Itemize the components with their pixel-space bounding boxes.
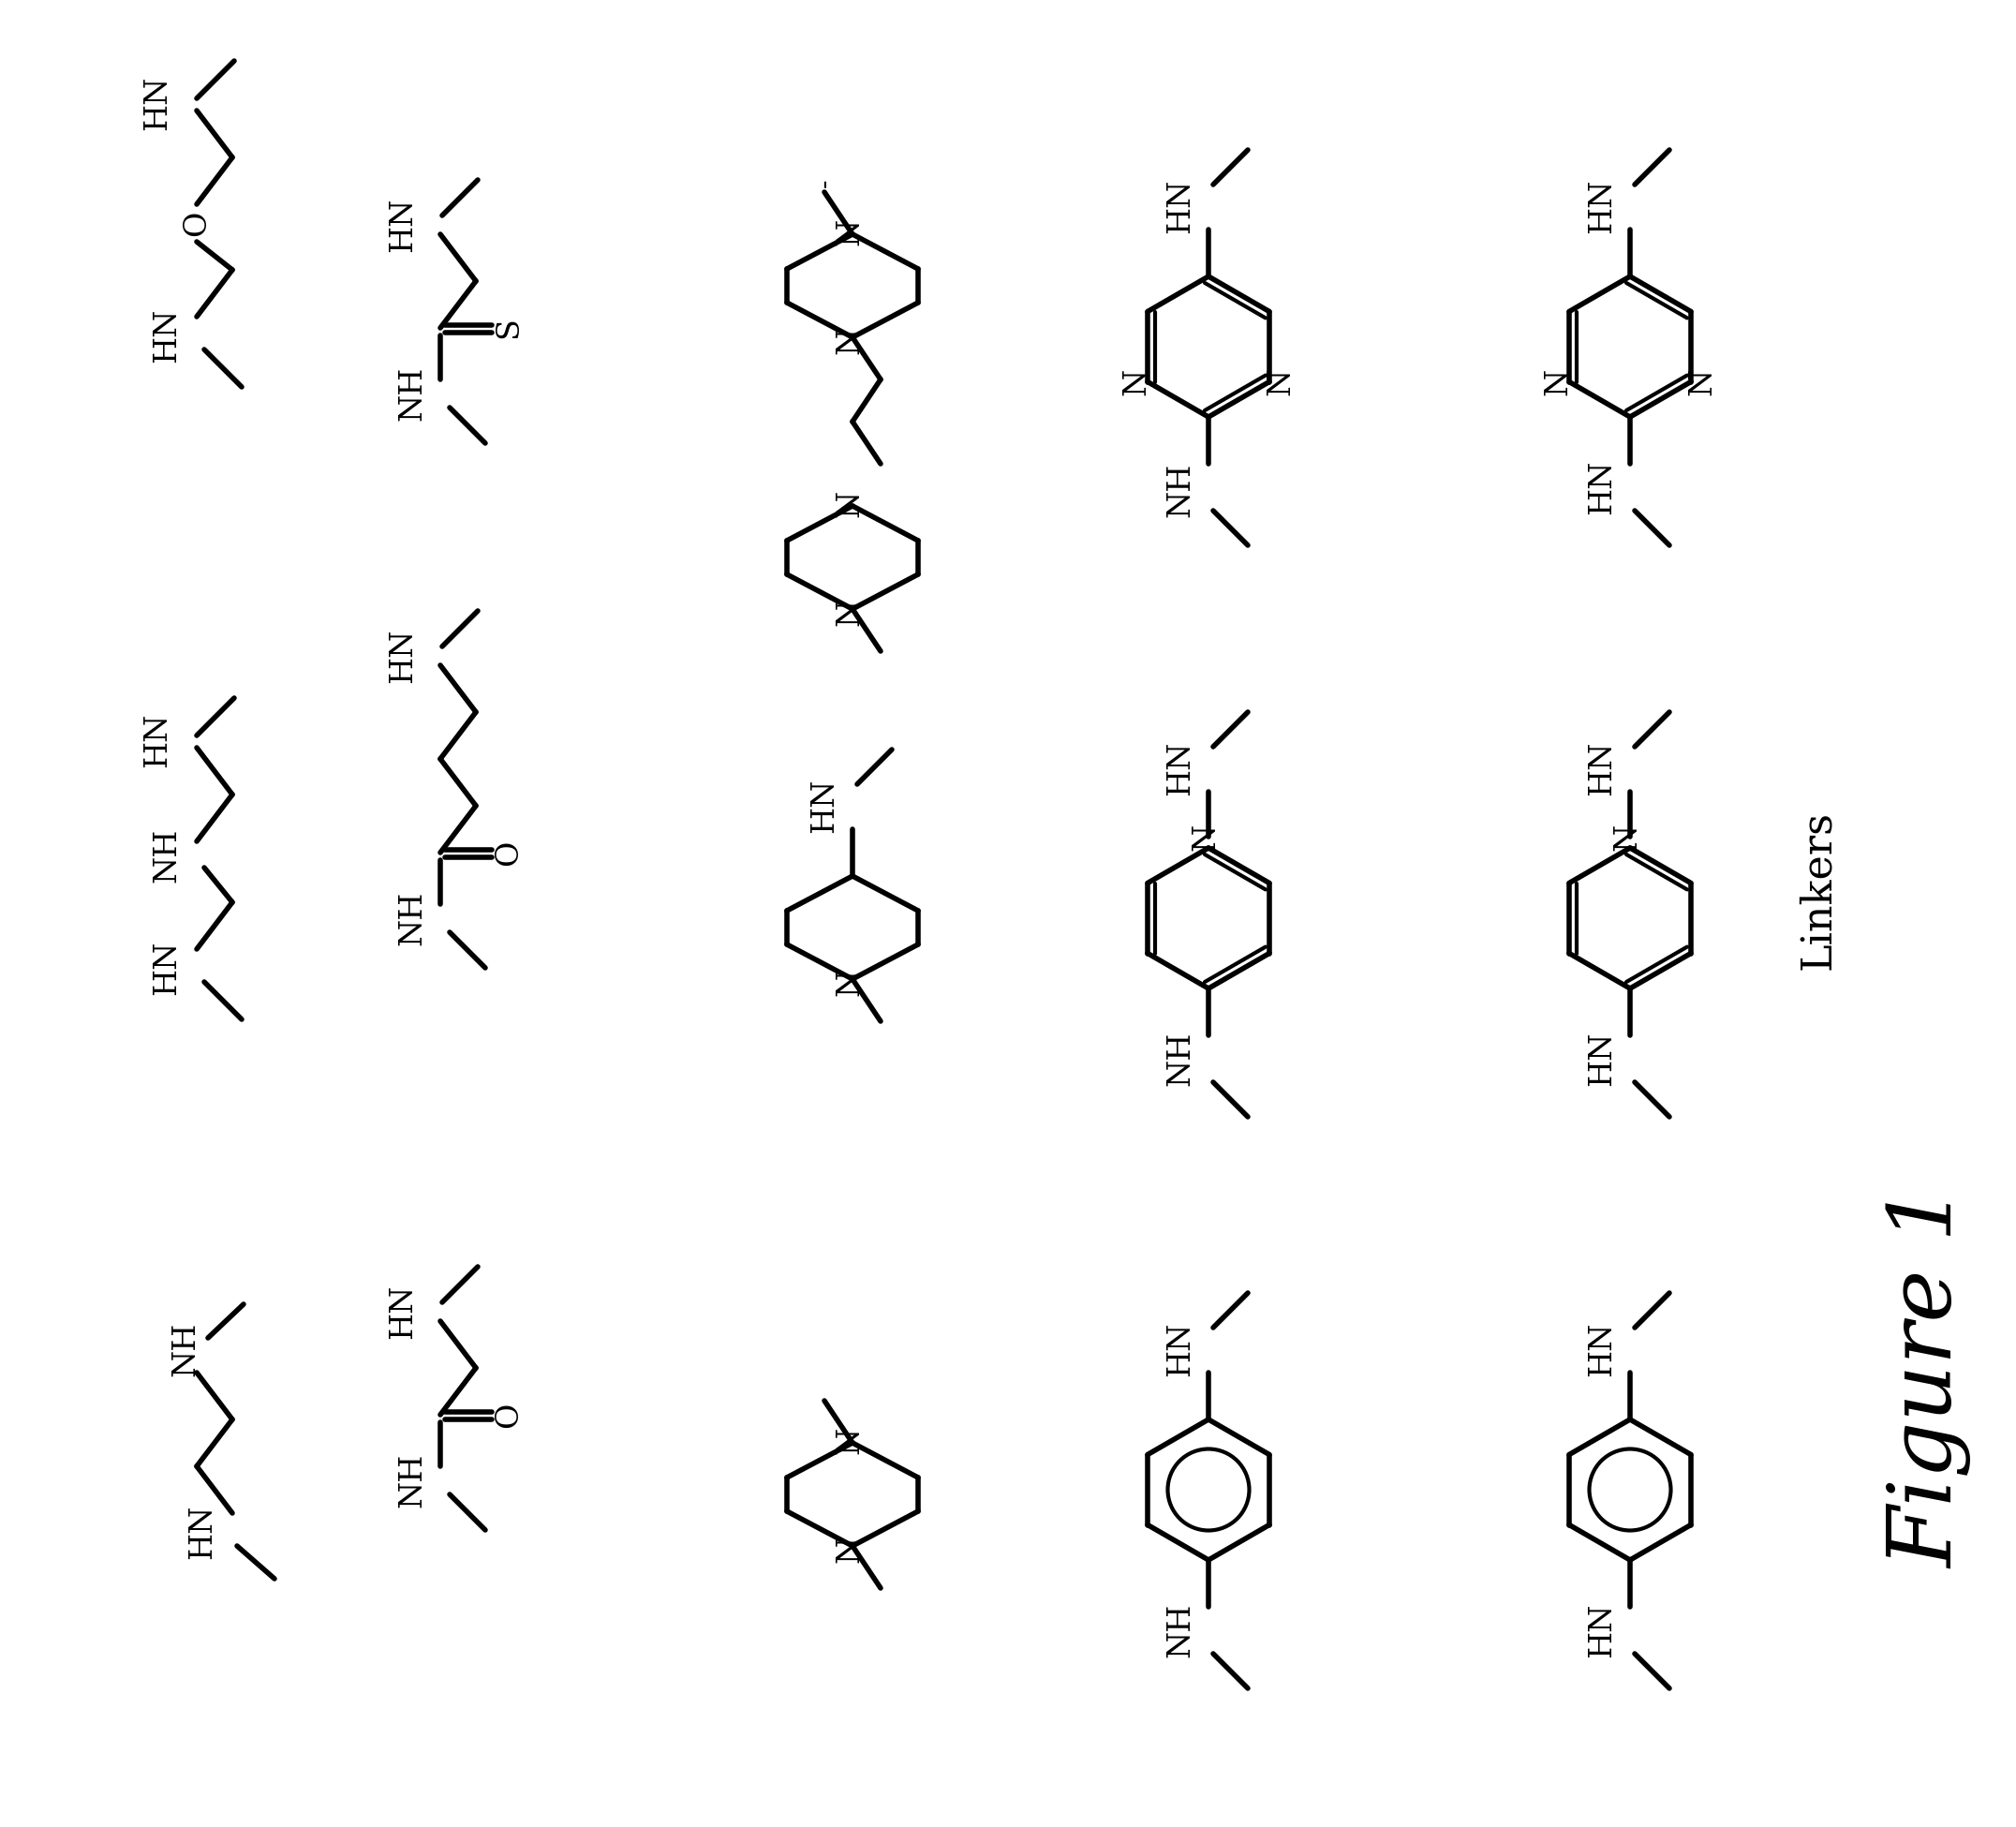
Text: HN: HN (1587, 1602, 1617, 1657)
Text: HN: HN (387, 197, 417, 252)
Text: NH: NH (1165, 1032, 1195, 1085)
Text: Linkers: Linkers (1796, 811, 1839, 970)
Text: O: O (494, 840, 524, 866)
Text: N: N (1542, 367, 1572, 395)
Text: O: O (181, 210, 212, 236)
Text: N: N (1191, 822, 1220, 850)
Text: HN: HN (387, 1284, 417, 1339)
Text: HN: HN (1165, 179, 1195, 234)
Text: N: N (835, 490, 865, 517)
Text: HN: HN (1165, 742, 1195, 795)
Text: N: N (835, 968, 865, 996)
Text: Figure 1: Figure 1 (1887, 1186, 1972, 1569)
Text: N: N (1613, 822, 1643, 850)
Text: NH: NH (397, 1452, 427, 1507)
Text: S: S (494, 318, 524, 338)
Text: HN: HN (1587, 1032, 1617, 1085)
Text: N: N (835, 217, 865, 245)
Text: N: N (835, 1427, 865, 1454)
Text: N: N (835, 597, 865, 625)
Text: -: - (812, 179, 837, 186)
Text: NH: NH (151, 828, 181, 882)
Text: HN: HN (151, 941, 181, 996)
Text: HN: HN (1587, 460, 1617, 515)
Text: NH: NH (1165, 462, 1195, 517)
Text: N: N (835, 327, 865, 354)
Text: O: O (494, 1401, 524, 1427)
Text: HN: HN (387, 628, 417, 683)
Text: HN: HN (151, 309, 181, 364)
Text: N: N (835, 1535, 865, 1562)
Text: HN: HN (1587, 742, 1617, 795)
Text: HN: HN (187, 1504, 218, 1558)
Text: NH: NH (171, 1321, 200, 1376)
Text: HN: HN (1587, 1321, 1617, 1376)
Text: NH: NH (1165, 1602, 1195, 1657)
Text: HN: HN (1165, 1321, 1195, 1376)
Text: HN: HN (143, 713, 173, 767)
Text: N: N (1121, 367, 1151, 395)
Text: N: N (1687, 367, 1718, 395)
Text: HN: HN (143, 75, 173, 130)
Text: HN: HN (808, 778, 839, 833)
Text: NH: NH (397, 892, 427, 946)
Text: NH: NH (397, 365, 427, 420)
Text: N: N (1266, 367, 1296, 395)
Text: HN: HN (1587, 179, 1617, 234)
